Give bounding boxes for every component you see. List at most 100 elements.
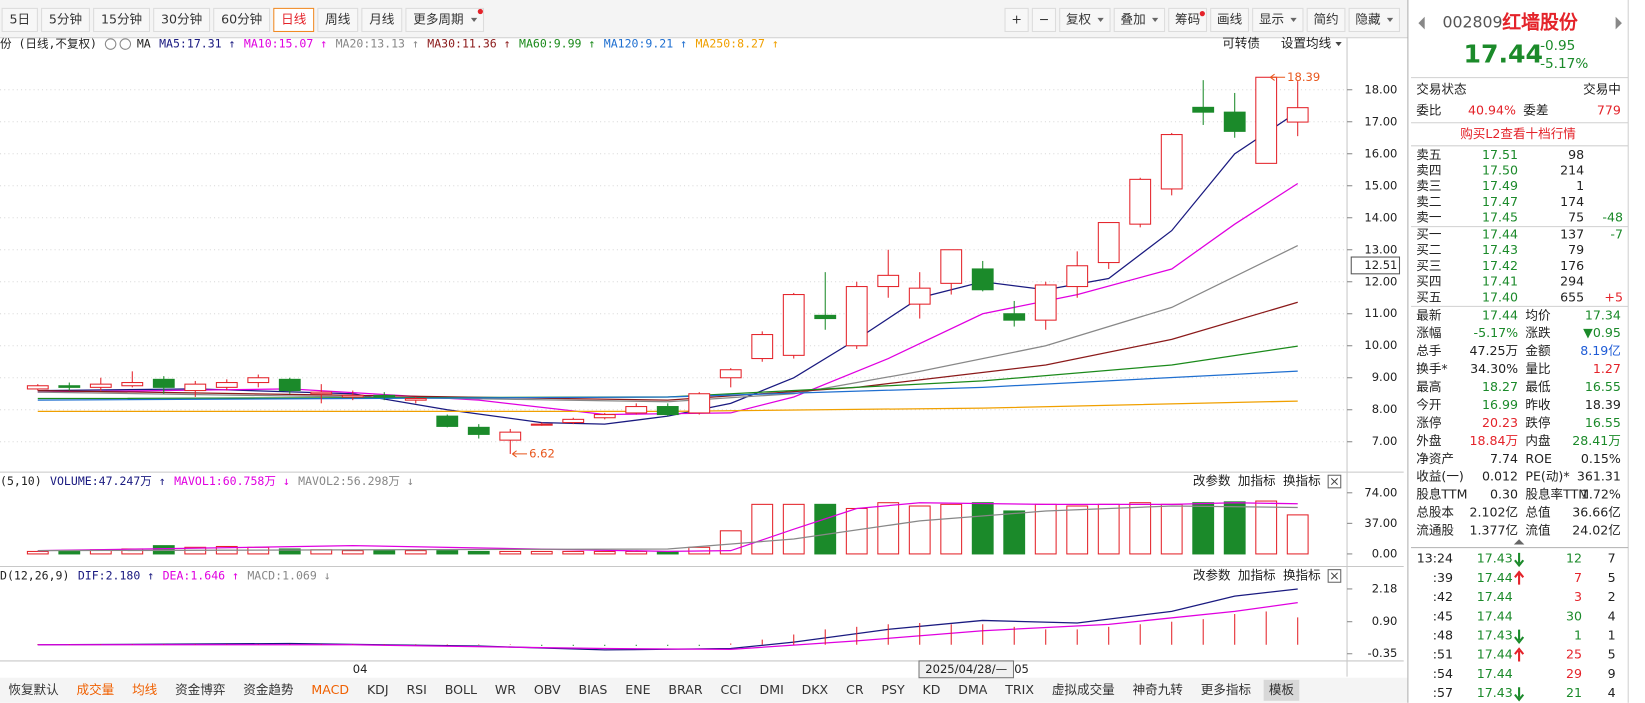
y-tick-label: 10.00 xyxy=(1364,338,1397,352)
stat-value: ▼0.95 xyxy=(1583,325,1621,340)
panel-button[interactable]: 加指标 xyxy=(1238,567,1276,582)
indicator-tab[interactable]: 恢复默认 xyxy=(8,682,59,697)
trade-price: 17.44 xyxy=(1477,647,1513,662)
tool-button[interactable] xyxy=(1348,7,1400,32)
chart-button[interactable]: 设置均线 xyxy=(1281,36,1332,51)
indicator-tab[interactable]: 更多指标 xyxy=(1201,682,1252,697)
stat-value: 18.39 xyxy=(1585,397,1621,412)
close-icon[interactable] xyxy=(1330,478,1338,486)
tool-button[interactable] xyxy=(1059,7,1111,32)
indicator-tab[interactable]: 资金博弈 xyxy=(175,682,225,697)
indicator-tab[interactable]: BRAR xyxy=(668,682,702,697)
candle-body xyxy=(1160,134,1183,190)
tool-button-label[interactable]: 显示 xyxy=(1259,11,1284,26)
period-tab-label[interactable]: 60分钟 xyxy=(221,11,262,26)
candle-body xyxy=(1066,265,1089,288)
stat-value: 1.72% xyxy=(1581,487,1621,502)
indicator-tab[interactable]: RSI xyxy=(406,682,426,697)
indicator-tab[interactable]: TRIX xyxy=(1004,682,1034,697)
volume-bar xyxy=(1223,501,1246,555)
next-stock-arrow[interactable] xyxy=(1615,16,1622,30)
period-tab-label[interactable]: 15分钟 xyxy=(101,11,142,26)
period-tab[interactable] xyxy=(273,7,315,32)
indicator-tab[interactable]: BOLL xyxy=(445,682,477,697)
trade-time: :42 xyxy=(1433,589,1453,604)
book-volume: 137 xyxy=(1560,226,1584,241)
tool-button-label[interactable]: 画线 xyxy=(1217,11,1243,26)
period-tab-label[interactable]: 更多周期 xyxy=(413,11,463,26)
indicator-tab[interactable]: PSY xyxy=(881,682,905,697)
notify-dot xyxy=(1199,11,1205,17)
panel-button[interactable]: 换指标 xyxy=(1283,567,1321,582)
tool-button-label[interactable]: − xyxy=(1039,11,1050,26)
volume-bar xyxy=(971,502,994,555)
volume-bar xyxy=(1003,510,1026,555)
indicator-tab[interactable]: BIAS xyxy=(578,682,607,697)
l2-link[interactable]: 购买L2查看十档行情 xyxy=(1460,126,1576,141)
tool-button[interactable] xyxy=(1031,7,1057,32)
prev-stock-arrow[interactable] xyxy=(1418,16,1425,30)
book-volume: 75 xyxy=(1568,210,1584,225)
indicator-tab[interactable]: 均线 xyxy=(132,682,158,697)
period-tab[interactable] xyxy=(317,7,359,32)
tool-button-label[interactable]: + xyxy=(1011,11,1022,26)
close-icon[interactable] xyxy=(1330,572,1338,580)
indicator-tab[interactable]: CR xyxy=(846,682,864,697)
tool-button-label[interactable]: 复权 xyxy=(1066,11,1092,26)
tool-button[interactable] xyxy=(1168,7,1208,32)
period-tab[interactable] xyxy=(213,7,271,32)
period-tab[interactable] xyxy=(153,7,211,32)
volume-bar xyxy=(467,550,490,555)
last-price: 17.44 xyxy=(1463,40,1543,69)
indicator-tab[interactable]: MACD xyxy=(311,682,349,697)
period-tab-label[interactable]: 日线 xyxy=(281,11,307,26)
tool-button[interactable] xyxy=(1113,7,1166,32)
min-marker-arrow xyxy=(512,450,528,458)
tool-button[interactable] xyxy=(1252,7,1304,32)
period-tab-label[interactable]: 周线 xyxy=(325,11,351,26)
settings-icon[interactable] xyxy=(119,38,132,50)
tool-button[interactable] xyxy=(1306,7,1346,32)
indicator-tab[interactable]: DMI xyxy=(760,682,784,697)
panel-button[interactable]: 改参数 xyxy=(1193,567,1231,582)
trade-direction xyxy=(1514,647,1525,662)
period-tab[interactable] xyxy=(405,7,485,32)
indicator-tab[interactable]: 资金趋势 xyxy=(243,682,294,697)
period-tab[interactable] xyxy=(93,7,151,32)
period-tab-label[interactable]: 5日 xyxy=(9,11,30,26)
indicator-tab[interactable]: DMA xyxy=(958,682,988,697)
tool-button-label[interactable]: 筹码 xyxy=(1175,11,1200,26)
period-tab-label[interactable]: 5分钟 xyxy=(49,11,82,26)
tool-button[interactable] xyxy=(1004,7,1029,32)
indicator-tab[interactable]: ENE xyxy=(625,682,650,697)
indicator-tab[interactable]: KDJ xyxy=(367,682,389,697)
period-tab[interactable] xyxy=(1,7,38,32)
panel-button[interactable]: 换指标 xyxy=(1283,473,1321,488)
indicator-tab-selected[interactable] xyxy=(1263,679,1300,701)
indicator-tab[interactable]: KD xyxy=(923,682,941,697)
volume-bar xyxy=(625,550,648,555)
trade-volume: 12 xyxy=(1566,551,1582,566)
tool-button-label[interactable]: 隐藏 xyxy=(1355,11,1381,26)
period-tab-label[interactable]: 30分钟 xyxy=(161,11,202,26)
tool-button-label[interactable]: 简约 xyxy=(1313,11,1338,26)
panel-button[interactable]: 改参数 xyxy=(1193,473,1231,488)
indicator-tab[interactable]: 虚拟成交量 xyxy=(1052,682,1115,697)
period-tab[interactable] xyxy=(41,7,90,32)
period-tab[interactable] xyxy=(361,7,403,32)
indicator-tab[interactable]: 成交量 xyxy=(77,682,115,697)
indicator-tab[interactable]: DKX xyxy=(802,682,829,697)
settings-icon[interactable] xyxy=(104,38,117,50)
chart-button[interactable]: 可转债 xyxy=(1222,36,1260,51)
indicator-tab[interactable]: 模板 xyxy=(1269,682,1295,697)
tool-button-label[interactable]: 叠加 xyxy=(1121,11,1146,26)
indicator-tab[interactable]: OBV xyxy=(534,682,561,697)
tool-button[interactable] xyxy=(1210,7,1249,32)
period-tab-label[interactable]: 月线 xyxy=(369,11,395,26)
panel-button[interactable]: 加指标 xyxy=(1238,473,1276,488)
indicator-tab[interactable]: CCI xyxy=(720,682,741,697)
collapse-arrow[interactable] xyxy=(1513,539,1525,545)
indicator-tab[interactable]: 神奇九转 xyxy=(1133,682,1184,697)
indicator-tab[interactable]: WR xyxy=(495,682,516,697)
volume-bar xyxy=(1097,503,1120,555)
